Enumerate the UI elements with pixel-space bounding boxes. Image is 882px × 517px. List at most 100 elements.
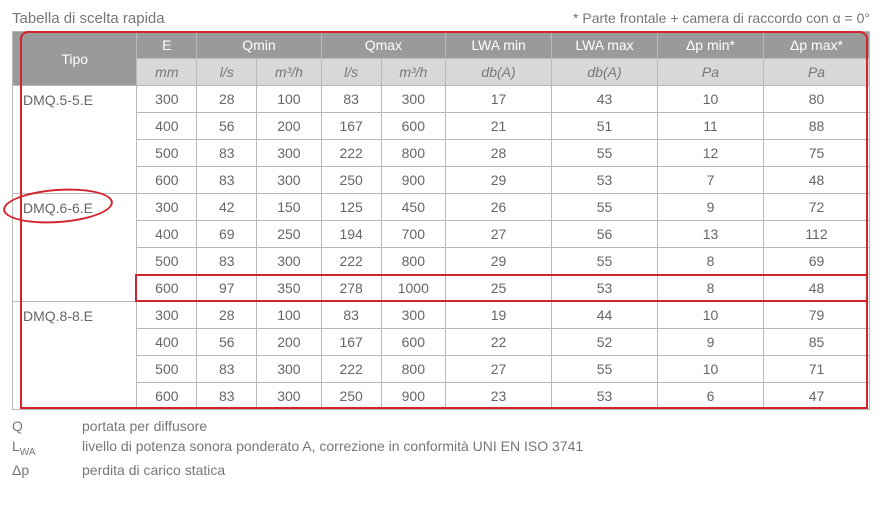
legend-symbol: LWA — [12, 438, 82, 458]
col-dpmin: Δp min* — [658, 32, 764, 59]
col-e: E — [137, 32, 197, 59]
data-cell: 250 — [257, 221, 322, 248]
data-cell: 56 — [197, 113, 257, 140]
tipo-cell: DMQ.5-5.E — [13, 86, 137, 194]
data-cell: 400 — [137, 329, 197, 356]
data-cell: 900 — [381, 167, 446, 194]
data-cell: 500 — [137, 356, 197, 383]
data-cell: 300 — [137, 302, 197, 329]
legend-row: Qportata per diffusore — [12, 418, 870, 434]
data-cell: 250 — [321, 167, 381, 194]
data-cell: 53 — [552, 275, 658, 302]
data-cell: 27 — [446, 221, 552, 248]
data-cell: 278 — [321, 275, 381, 302]
data-cell: 28 — [197, 86, 257, 113]
data-cell: 53 — [552, 167, 658, 194]
data-cell: 43 — [552, 86, 658, 113]
data-cell: 300 — [137, 86, 197, 113]
data-cell: 10 — [658, 86, 764, 113]
tipo-cell: DMQ.6-6.E — [13, 194, 137, 302]
data-cell: 85 — [763, 329, 869, 356]
data-cell: 19 — [446, 302, 552, 329]
legend-symbol: Q — [12, 418, 82, 434]
table-title: Tabella di scelta rapida — [12, 10, 165, 27]
legend-row: LWAlivello di potenza sonora ponderato A… — [12, 438, 870, 458]
data-cell: 450 — [381, 194, 446, 221]
data-cell: 222 — [321, 248, 381, 275]
data-cell: 12 — [658, 140, 764, 167]
data-cell: 88 — [763, 113, 869, 140]
data-cell: 13 — [658, 221, 764, 248]
data-cell: 500 — [137, 248, 197, 275]
data-cell: 28 — [446, 140, 552, 167]
col-qmin: Qmin — [197, 32, 321, 59]
data-cell: 167 — [321, 329, 381, 356]
data-cell: 69 — [197, 221, 257, 248]
data-cell: 83 — [321, 302, 381, 329]
data-cell: 21 — [446, 113, 552, 140]
tipo-cell: DMQ.8-8.E — [13, 302, 137, 410]
data-cell: 400 — [137, 113, 197, 140]
data-cell: 10 — [658, 356, 764, 383]
data-cell: 83 — [197, 140, 257, 167]
legend-row: Δpperdita di carico statica — [12, 462, 870, 478]
data-cell: 194 — [321, 221, 381, 248]
data-cell: 51 — [552, 113, 658, 140]
unit-qmax-mh: m³/h — [381, 59, 446, 86]
data-cell: 300 — [257, 248, 322, 275]
data-cell: 71 — [763, 356, 869, 383]
data-cell: 222 — [321, 140, 381, 167]
table-row: 400562001676002252985 — [13, 329, 870, 356]
table-row: 4005620016760021511188 — [13, 113, 870, 140]
data-cell: 52 — [552, 329, 658, 356]
data-cell: 300 — [257, 167, 322, 194]
table-row: DMQ.8-8.E300281008330019441079 — [13, 302, 870, 329]
table-row: 40069250194700275613112 — [13, 221, 870, 248]
table-row: 5008330022280027551071 — [13, 356, 870, 383]
unit-lwamax: db(A) — [552, 59, 658, 86]
data-cell: 1000 — [381, 275, 446, 302]
data-cell: 83 — [197, 167, 257, 194]
data-cell: 56 — [197, 329, 257, 356]
data-cell: 25 — [446, 275, 552, 302]
data-cell: 56 — [552, 221, 658, 248]
data-cell: 200 — [257, 329, 322, 356]
data-cell: 48 — [763, 167, 869, 194]
data-cell: 28 — [197, 302, 257, 329]
selection-table: Tipo E Qmin Qmax LWA min LWA max Δp min*… — [12, 31, 870, 410]
data-cell: 125 — [321, 194, 381, 221]
data-cell: 9 — [658, 194, 764, 221]
data-cell: 29 — [446, 248, 552, 275]
data-cell: 300 — [381, 86, 446, 113]
data-cell: 55 — [552, 356, 658, 383]
data-cell: 9 — [658, 329, 764, 356]
col-tipo: Tipo — [13, 32, 137, 86]
data-cell: 69 — [763, 248, 869, 275]
table-row: 600833002509002953748 — [13, 167, 870, 194]
legend-symbol: Δp — [12, 462, 82, 478]
unit-dpmin: Pa — [658, 59, 764, 86]
data-cell: 55 — [552, 140, 658, 167]
table-row: 5008330022280028551275 — [13, 140, 870, 167]
table-row: 6009735027810002553848 — [13, 275, 870, 302]
data-cell: 55 — [552, 248, 658, 275]
data-cell: 100 — [257, 86, 322, 113]
data-cell: 800 — [381, 140, 446, 167]
unit-dpmax: Pa — [763, 59, 869, 86]
table-row: 500833002228002955869 — [13, 248, 870, 275]
data-cell: 250 — [321, 383, 381, 410]
table-note: * Parte frontale + camera di raccordo co… — [573, 10, 870, 26]
col-lwamin: LWA min — [446, 32, 552, 59]
data-cell: 22 — [446, 329, 552, 356]
data-cell: 8 — [658, 275, 764, 302]
data-cell: 700 — [381, 221, 446, 248]
data-cell: 83 — [321, 86, 381, 113]
table-row: 600833002509002353647 — [13, 383, 870, 410]
data-cell: 600 — [137, 275, 197, 302]
table-row: DMQ.6-6.E300421501254502655972 — [13, 194, 870, 221]
data-cell: 23 — [446, 383, 552, 410]
data-cell: 48 — [763, 275, 869, 302]
data-cell: 300 — [257, 383, 322, 410]
legend-text: portata per diffusore — [82, 418, 207, 434]
data-cell: 83 — [197, 356, 257, 383]
